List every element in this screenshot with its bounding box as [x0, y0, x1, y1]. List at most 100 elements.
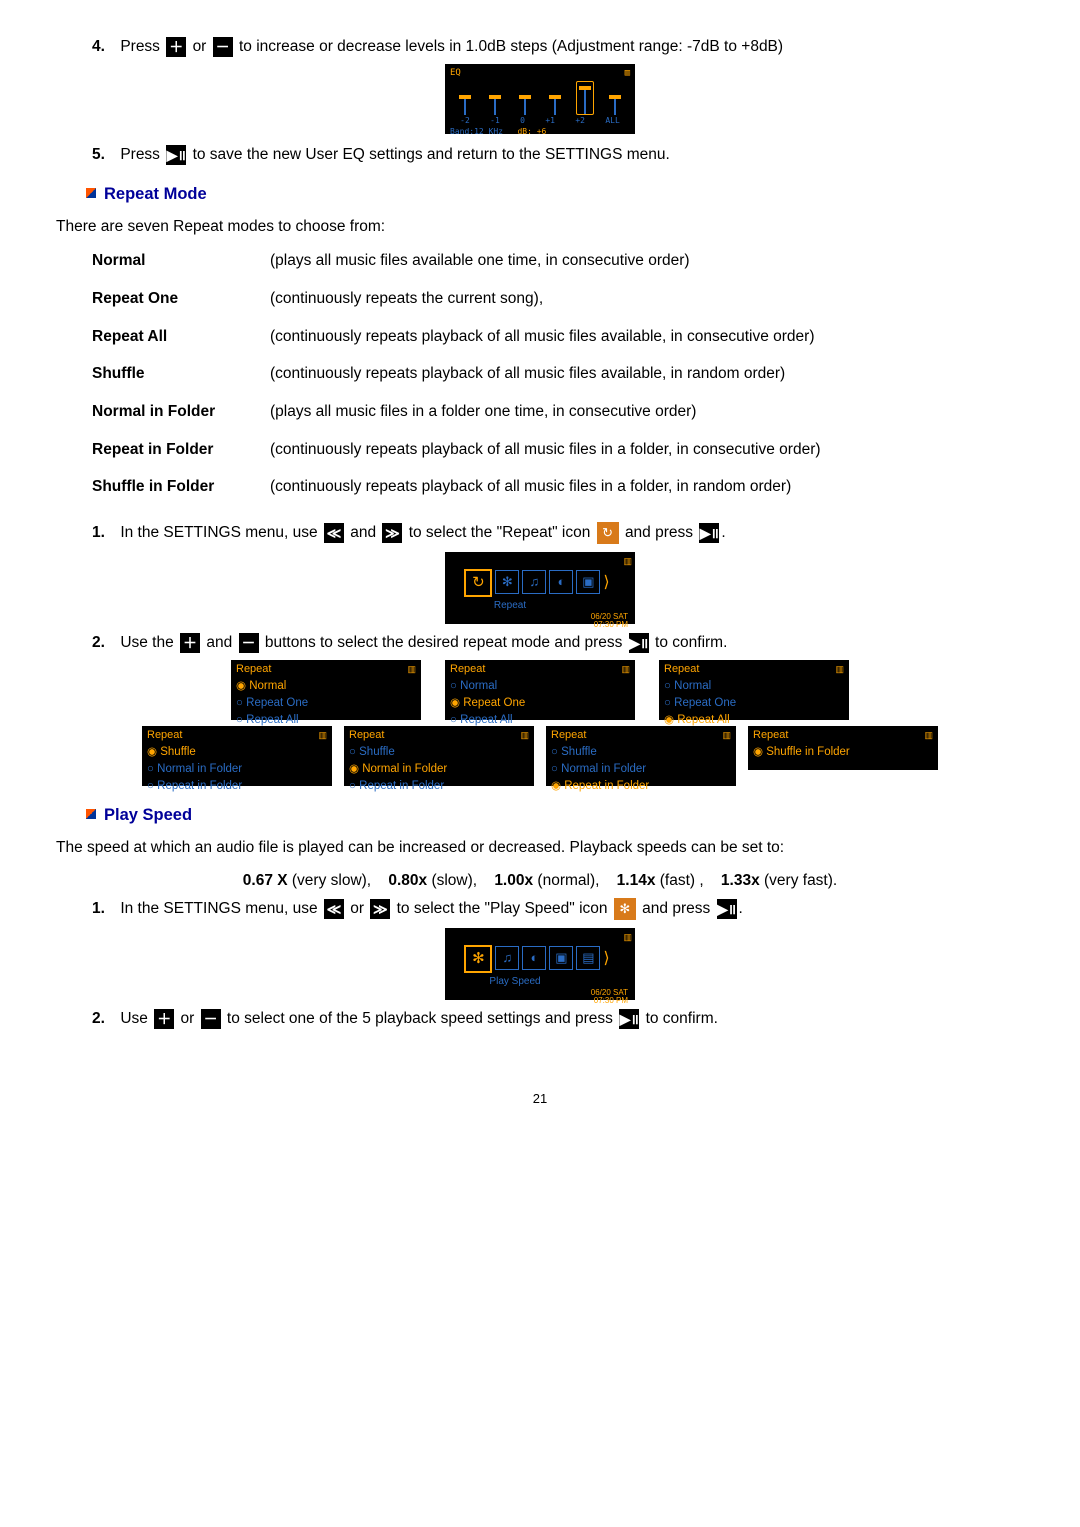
step-number: 2.: [92, 1008, 116, 1030]
bullet-icon: [86, 188, 96, 198]
text: Press: [120, 146, 164, 163]
battery-icon: [625, 67, 630, 80]
text: In the SETTINGS menu, use: [120, 524, 322, 541]
left-icon: ≪: [324, 523, 344, 543]
page-number: 21: [56, 1090, 1024, 1108]
mode-desc: (plays all music files available one tim…: [270, 252, 690, 269]
repeat-screenshot: Repeat○ Normal○ Repeat One◉ Repeat All: [659, 660, 849, 720]
step-number: 2.: [92, 632, 116, 654]
speed-options: 0.67 X (very slow), 0.80x (slow), 1.00x …: [56, 870, 1024, 892]
repeat-modes-table: Normal(plays all music files available o…: [92, 250, 1024, 498]
mode-desc: (continuously repeats playback of all mu…: [270, 328, 815, 345]
text: and press: [625, 524, 697, 541]
play-pause-icon: ▶॥: [717, 899, 737, 919]
mini-icon: ♫: [495, 946, 519, 970]
text: and: [350, 524, 380, 541]
text: to increase or decrease levels in 1.0dB …: [239, 38, 783, 55]
plus-icon: ＋: [180, 633, 200, 653]
playspeed-step-1: 1. In the SETTINGS menu, use ≪ or ≫ to s…: [92, 898, 1024, 920]
text: to confirm.: [646, 1010, 718, 1027]
repeat-step-2: 2. Use the ＋ and － buttons to select the…: [92, 632, 1024, 654]
text: to confirm.: [655, 634, 727, 651]
text: Use the: [120, 634, 178, 651]
play-pause-icon: ▶॥: [166, 145, 186, 165]
right-icon: ≫: [382, 523, 402, 543]
mini-icon: ✻: [495, 570, 519, 594]
bullet-icon: [86, 809, 96, 819]
repeat-screenshot: Repeat◉ Shuffle○ Normal in Folder○ Repea…: [142, 726, 332, 786]
repeat-intro: There are seven Repeat modes to choose f…: [56, 216, 1024, 238]
repeat-screenshot: Repeat○ Shuffle○ Normal in Folder◉ Repea…: [546, 726, 736, 786]
repeat-screenshot: Repeat○ Normal◉ Repeat One○ Repeat All: [445, 660, 635, 720]
mode-label: Shuffle in Folder: [92, 476, 270, 498]
plus-icon: ＋: [154, 1009, 174, 1029]
mini-playspeed-icon: ✻: [464, 945, 492, 973]
mini-icon: ▤: [576, 946, 600, 970]
repeat-screenshot: Repeat◉ Normal○ Repeat One○ Repeat All: [231, 660, 421, 720]
left-icon: ≪: [324, 899, 344, 919]
section-play-speed: Play Speed: [86, 804, 1024, 827]
text: In the SETTINGS menu, use: [120, 900, 322, 917]
plus-icon: ＋: [166, 37, 186, 57]
settings-screenshot-playspeed: ✻ ♫ ◐ ▣ ▤ ⟩ Play Speed 06/20 SAT 07:30 P…: [445, 928, 635, 1000]
text: buttons to select the desired repeat mod…: [265, 634, 627, 651]
text: or: [181, 1010, 199, 1027]
text: and press: [642, 900, 714, 917]
repeat-screenshots-row2: Repeat◉ Shuffle○ Normal in Folder○ Repea…: [56, 726, 1024, 786]
minus-icon: －: [239, 633, 259, 653]
play-pause-icon: ▶॥: [629, 633, 649, 653]
mode-label: Normal: [92, 250, 270, 272]
text: or: [193, 38, 211, 55]
text: or: [350, 900, 368, 917]
eq-title: EQ: [450, 67, 461, 80]
playspeed-icon: ✻: [614, 898, 636, 920]
text: .: [721, 524, 725, 541]
repeat-step-1: 1. In the SETTINGS menu, use ≪ and ≫ to …: [92, 522, 1024, 544]
repeat-screenshot: Repeat◉ Shuffle in Folder: [748, 726, 938, 770]
play-pause-icon: ▶॥: [699, 523, 719, 543]
mode-desc: (continuously repeats playback of all mu…: [270, 441, 821, 458]
minus-icon: －: [201, 1009, 221, 1029]
text: to select the "Repeat" icon: [409, 524, 595, 541]
text: Use: [120, 1010, 152, 1027]
mini-icon: ♫: [522, 570, 546, 594]
text: to save the new User EQ settings and ret…: [193, 146, 670, 163]
step-number: 5.: [92, 144, 116, 166]
text: to select the "Play Speed" icon: [397, 900, 612, 917]
mini-repeat-icon: ↻: [464, 569, 492, 597]
text: .: [739, 900, 743, 917]
step-number: 1.: [92, 522, 116, 544]
section-repeat-mode: Repeat Mode: [86, 183, 1024, 206]
repeat-screenshots-row1: Repeat◉ Normal○ Repeat One○ Repeat All Re…: [56, 660, 1024, 720]
step-4: 4. Press ＋ or － to increase or decrease …: [92, 36, 1024, 58]
text: to select one of the 5 playback speed se…: [227, 1010, 617, 1027]
step-5: 5. Press ▶॥ to save the new User EQ sett…: [92, 144, 1024, 166]
step-number: 4.: [92, 36, 116, 58]
mode-desc: (continuously repeats playback of all mu…: [270, 478, 791, 495]
mode-desc: (continuously repeats playback of all mu…: [270, 365, 785, 382]
right-icon: ≫: [370, 899, 390, 919]
mini-icon: ▣: [549, 946, 573, 970]
minus-icon: －: [213, 37, 233, 57]
battery-icon: [623, 555, 632, 568]
mode-label: Repeat in Folder: [92, 439, 270, 461]
repeat-icon: ↻: [597, 522, 619, 544]
mode-label: Shuffle: [92, 363, 270, 385]
battery-icon: [623, 931, 632, 944]
mode-label: Repeat One: [92, 288, 270, 310]
playspeed-step-2: 2. Use ＋ or － to select one of the 5 pla…: [92, 1008, 1024, 1030]
step-number: 1.: [92, 898, 116, 920]
mini-icon: ▣: [576, 570, 600, 594]
playspeed-intro: The speed at which an audio file is play…: [56, 837, 1024, 859]
play-pause-icon: ▶॥: [619, 1009, 639, 1029]
mode-desc: (continuously repeats the current song),: [270, 290, 543, 307]
mini-icon: ◐: [549, 570, 573, 594]
eq-screenshot: EQ -2-10+1+2ALL Band:12 KHz dB: +6: [445, 64, 635, 134]
settings-screenshot-repeat: ↻ ✻ ♫ ◐ ▣ ⟩ Repeat 06/20 SAT 07:30 PM: [445, 552, 635, 624]
text: and: [206, 634, 236, 651]
text: Press: [120, 38, 164, 55]
repeat-screenshot: Repeat○ Shuffle◉ Normal in Folder○ Repea…: [344, 726, 534, 786]
mode-label: Repeat All: [92, 326, 270, 348]
mode-label: Normal in Folder: [92, 401, 270, 423]
mode-desc: (plays all music files in a folder one t…: [270, 403, 696, 420]
